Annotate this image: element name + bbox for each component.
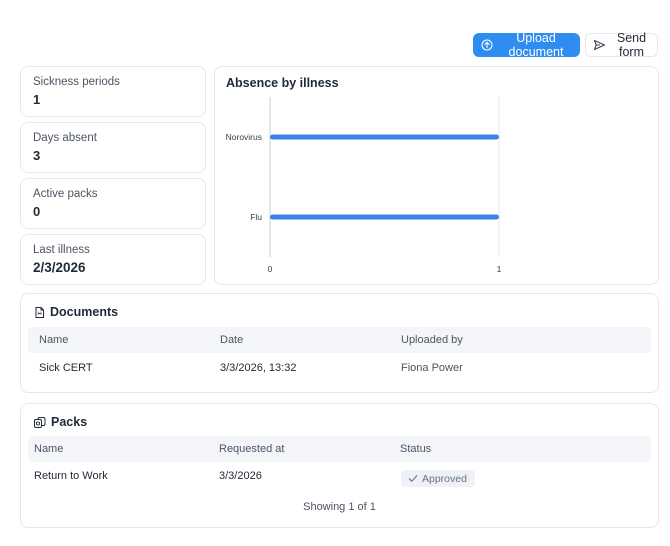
stat-value: 1: [33, 92, 41, 107]
absence-chart-card: Absence by illness 0 1 Norovirus Flu: [214, 66, 659, 285]
stat-value: 0: [33, 204, 41, 219]
documents-header: Documents: [33, 305, 118, 319]
documents-section: Documents Name Date Uploaded by Sick CER…: [20, 293, 659, 393]
stat-label: Sickness periods: [33, 76, 120, 88]
status-badge: Approved: [401, 470, 475, 487]
status-label: Approved: [422, 472, 467, 485]
absence-chart: 0 1 Norovirus Flu: [226, 97, 502, 274]
documents-title: Documents: [50, 305, 119, 319]
document-name: Sick CERT: [39, 362, 93, 374]
packs-header: Packs: [33, 415, 87, 429]
packs-title: Packs: [51, 415, 88, 429]
stat-active-packs: Active packs 0: [20, 178, 206, 229]
stat-sickness-periods: Sickness periods 1: [20, 66, 206, 117]
send-form-label: Send form: [616, 31, 647, 59]
x-tick-label: 0: [268, 264, 273, 274]
stat-value: 2/3/2026: [33, 260, 86, 275]
column-header: Name: [39, 334, 69, 346]
document-date: 3/3/2026, 13:32: [220, 362, 297, 374]
send-icon: [593, 39, 606, 51]
stat-value: 3: [33, 148, 41, 163]
column-header: Uploaded by: [401, 334, 463, 346]
column-header: Date: [220, 334, 244, 346]
documents-table-header: Name Date Uploaded by: [28, 327, 651, 353]
bar: [270, 214, 499, 220]
column-header: Name: [34, 443, 64, 455]
toolbar: Upload document Send form: [473, 31, 658, 59]
stat-label: Days absent: [33, 132, 97, 144]
stat-days-absent: Days absent 3: [20, 122, 206, 173]
document-uploaded-by: Fiona Power: [401, 362, 463, 374]
x-tick-label: 1: [497, 264, 502, 274]
upload-document-button[interactable]: Upload document: [473, 31, 580, 59]
y-tick-label: Flu: [250, 212, 262, 222]
check-icon: [408, 475, 418, 482]
packs-table-header: Name Requested at Status: [28, 436, 651, 462]
packs-icon: [34, 416, 46, 428]
chart-title: Absence by illness: [226, 76, 339, 90]
stat-last-illness: Last illness 2/3/2026: [20, 234, 206, 285]
column-header: Requested at: [219, 443, 285, 455]
packs-section: Packs Name Requested at Status Return to…: [20, 403, 659, 528]
column-header: Status: [400, 443, 432, 455]
upload-icon: [481, 39, 493, 51]
stat-label: Last illness: [33, 244, 90, 256]
pagination-status: Showing 1 of 1: [303, 501, 376, 513]
upload-document-label: Upload document: [508, 31, 564, 59]
pack-requested-at: 3/3/2026: [219, 470, 262, 482]
bar: [270, 134, 499, 140]
pack-name: Return to Work: [34, 470, 108, 482]
document-icon: [35, 306, 44, 318]
stat-label: Active packs: [33, 188, 98, 200]
send-form-button[interactable]: Send form: [585, 31, 658, 59]
y-tick-label: Norovirus: [226, 132, 262, 142]
